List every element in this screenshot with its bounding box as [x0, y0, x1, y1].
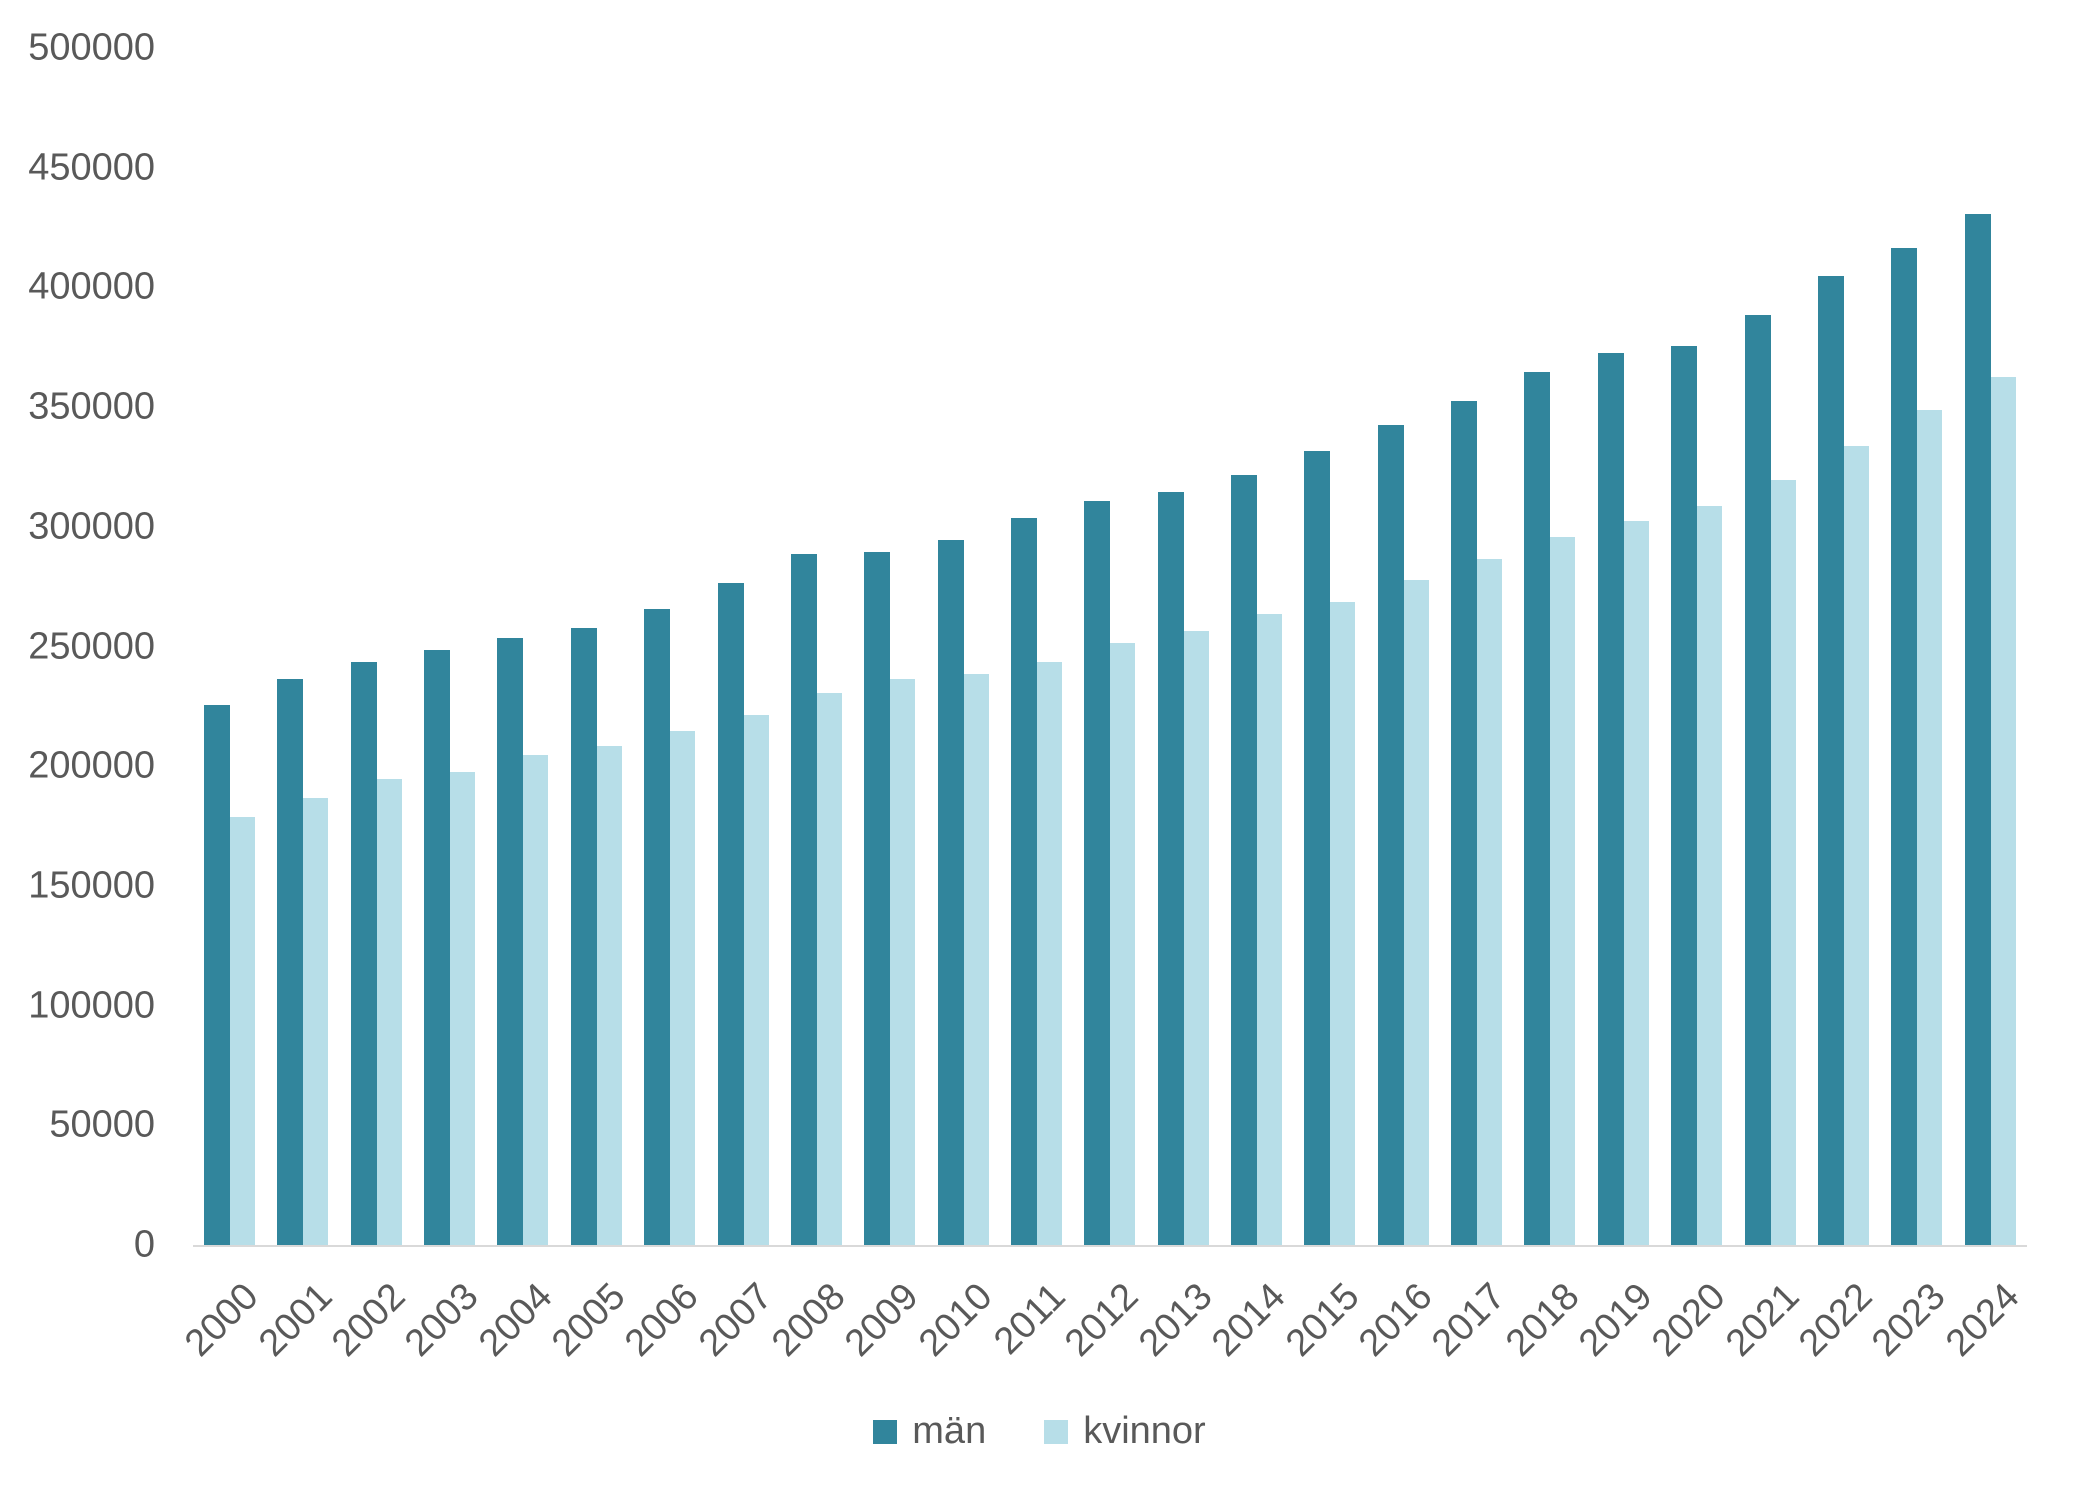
legend: män kvinnor: [0, 1410, 2079, 1453]
x-axis-line: [193, 1245, 2027, 1247]
x-tick-label-2019: 2019: [1571, 1275, 1661, 1365]
y-tick-label-400000: 400000: [28, 265, 155, 308]
bar-män-2013: [1157, 491, 1184, 1246]
bar-kvinnor-2004: [523, 755, 549, 1246]
x-tick-label-2008: 2008: [764, 1275, 854, 1365]
bar-kvinnor-2007: [743, 714, 769, 1246]
bar-kvinnor-2006: [670, 731, 696, 1246]
bar-män-2005: [570, 628, 597, 1246]
bar-män-2006: [644, 609, 671, 1246]
y-tick-label-450000: 450000: [28, 146, 155, 189]
bar-män-2021: [1744, 314, 1771, 1246]
bar-män-2015: [1304, 451, 1331, 1246]
y-tick-label-0: 0: [133, 1223, 155, 1266]
bar-kvinnor-2011: [1036, 661, 1062, 1246]
bar-män-2002: [350, 661, 377, 1246]
bar-män-2014: [1231, 475, 1258, 1246]
x-tick-label-2009: 2009: [837, 1275, 927, 1365]
bar-kvinnor-2015: [1330, 602, 1356, 1246]
x-tick-label-2014: 2014: [1204, 1275, 1294, 1365]
x-tick-label-2016: 2016: [1350, 1275, 1441, 1365]
bar-kvinnor-2020: [1697, 506, 1723, 1246]
bar-män-2022: [1817, 276, 1844, 1246]
bar-kvinnor-2013: [1183, 630, 1209, 1246]
bar-kvinnor-2010: [963, 673, 989, 1246]
bar-män-2018: [1524, 372, 1551, 1246]
bar-män-2024: [1964, 214, 1991, 1246]
bar-män-2011: [1010, 518, 1037, 1246]
bar-kvinnor-2024: [1990, 376, 2016, 1246]
x-tick-label-2006: 2006: [617, 1275, 707, 1365]
y-tick-label-500000: 500000: [28, 26, 155, 69]
y-tick-label-350000: 350000: [28, 385, 155, 428]
x-tick-label-2002: 2002: [323, 1275, 414, 1365]
bar-kvinnor-2023: [1917, 410, 1943, 1246]
y-tick-label-250000: 250000: [28, 625, 155, 667]
x-tick-label-2021: 2021: [1717, 1275, 1808, 1365]
bar-kvinnor-2016: [1403, 580, 1429, 1246]
bar-kvinnor-2022: [1843, 446, 1869, 1246]
y-tick-label-300000: 300000: [28, 505, 155, 548]
bar-kvinnor-2009: [890, 678, 916, 1246]
y-tick-label-100000: 100000: [28, 984, 155, 1027]
bar-kvinnor-2017: [1477, 558, 1503, 1246]
x-tick-label-2018: 2018: [1497, 1275, 1588, 1365]
legend-label-women: kvinnor: [1083, 1410, 1206, 1452]
bar-kvinnor-2002: [376, 779, 402, 1246]
bar-kvinnor-2014: [1257, 613, 1283, 1246]
legend-swatch-men-icon: [873, 1419, 898, 1444]
x-tick-label-2004: 2004: [470, 1275, 561, 1365]
x-tick-label-2023: 2023: [1864, 1275, 1954, 1365]
y-tick-label-50000: 50000: [49, 1103, 155, 1146]
bar-kvinnor-2012: [1110, 642, 1136, 1246]
x-tick-label-2022: 2022: [1791, 1275, 1881, 1365]
x-tick-label-2020: 2020: [1644, 1275, 1734, 1365]
legend-label-men: män: [912, 1410, 987, 1452]
x-tick-label-2011: 2011: [986, 1275, 1074, 1363]
bar-män-2009: [864, 551, 891, 1246]
x-tick-label-2005: 2005: [543, 1275, 634, 1365]
y-tick-label-200000: 200000: [28, 744, 155, 787]
bar-män-2017: [1451, 400, 1478, 1246]
bar-män-2016: [1377, 424, 1404, 1246]
bar-kvinnor-2018: [1550, 537, 1576, 1246]
bar-män-2000: [204, 704, 230, 1246]
bar-män-2007: [717, 582, 744, 1246]
x-tick-label-2003: 2003: [397, 1275, 487, 1365]
x-tick-label-2024: 2024: [1937, 1275, 2028, 1365]
bar-kvinnor-2021: [1770, 479, 1796, 1246]
bar-män-2010: [937, 539, 964, 1246]
legend-item-men: män: [873, 1410, 986, 1453]
bar-kvinnor-2000: [230, 817, 255, 1246]
bar-män-2008: [790, 554, 817, 1246]
x-tick-label-2012: 2012: [1057, 1275, 1147, 1365]
bar-män-2020: [1671, 345, 1698, 1246]
x-tick-label-2000: 2000: [177, 1275, 267, 1365]
x-tick-label-2015: 2015: [1277, 1275, 1368, 1365]
bar-kvinnor-2001: [303, 798, 329, 1246]
x-tick-label-2010: 2010: [910, 1275, 1001, 1365]
legend-swatch-women-icon: [1044, 1419, 1069, 1444]
bar-män-2001: [277, 678, 304, 1246]
bar-män-2012: [1084, 501, 1111, 1246]
bar-kvinnor-2019: [1623, 520, 1649, 1246]
bar-män-2004: [497, 637, 524, 1246]
bar-kvinnor-2003: [450, 771, 476, 1246]
bar-kvinnor-2005: [596, 745, 622, 1246]
x-tick-label-2001: 2001: [250, 1275, 341, 1365]
bar-män-2019: [1597, 353, 1624, 1246]
legend-item-women: kvinnor: [1044, 1410, 1206, 1453]
x-tick-label-2013: 2013: [1130, 1275, 1221, 1365]
x-tick-label-2017: 2017: [1424, 1275, 1514, 1365]
y-tick-label-150000: 150000: [28, 864, 155, 907]
bar-män-2023: [1891, 247, 1918, 1246]
x-tick-label-2007: 2007: [690, 1275, 781, 1365]
bar-män-2003: [424, 649, 451, 1246]
bar-kvinnor-2008: [816, 692, 842, 1246]
